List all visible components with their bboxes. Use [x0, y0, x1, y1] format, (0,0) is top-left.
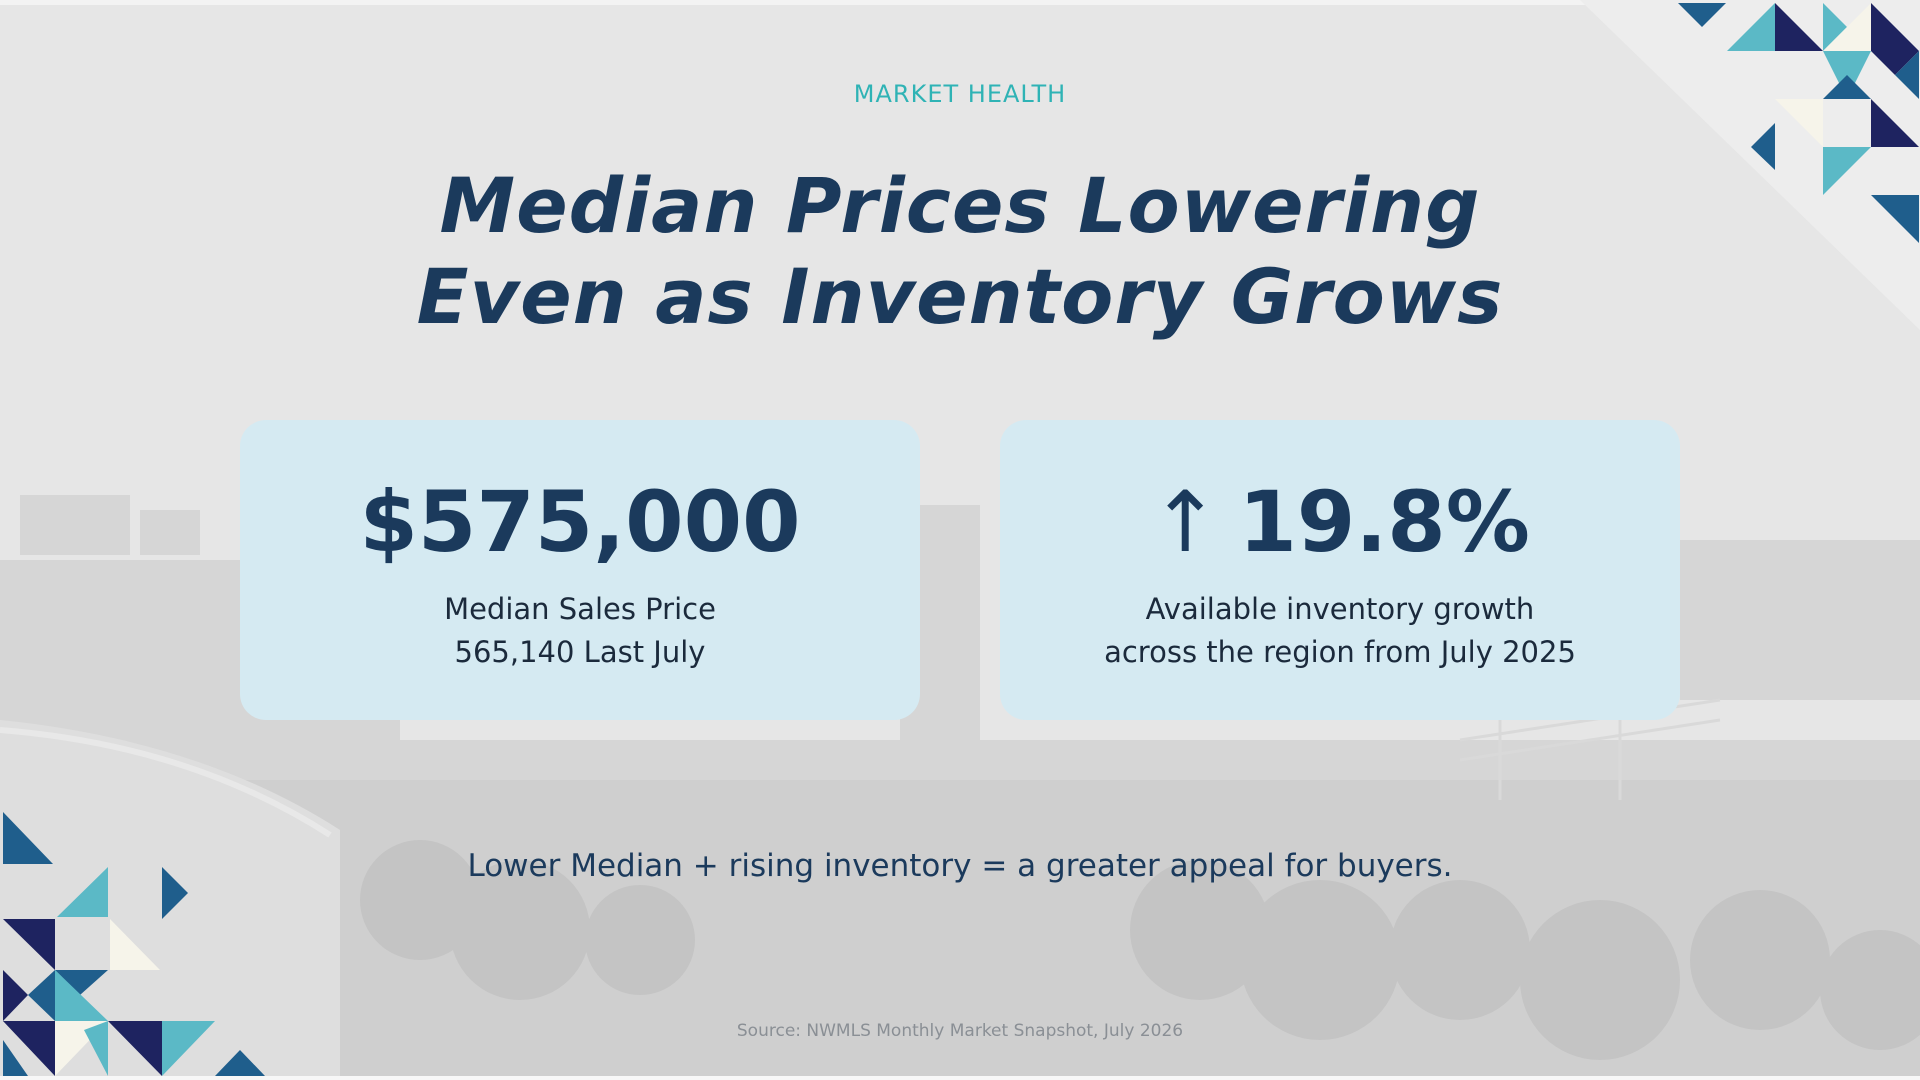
top-right-triangles [1678, 3, 1919, 243]
inventory-desc-line-2: across the region from July 2025 [1104, 635, 1576, 669]
bottom-border [0, 1076, 1920, 1080]
median-price-desc-line-1: Median Sales Price [444, 592, 716, 626]
median-price-value: $575,000 [359, 473, 801, 571]
page-title: Median Prices Lowering Even as Inventory… [260, 160, 1660, 342]
source-citation: Source: NWMLS Monthly Market Snapshot, J… [736, 1021, 1184, 1041]
summary-tagline: Lower Median + rising inventory = a grea… [467, 848, 1453, 884]
up-arrow-icon: ↑ [1150, 473, 1221, 571]
median-price-desc-line-2: 565,140 Last July [454, 635, 706, 669]
inventory-growth-description: Available inventory growth across the re… [1000, 588, 1680, 674]
inventory-growth-value: 19.8% [1238, 473, 1530, 571]
section-eyebrow: MARKET HEALTH [853, 80, 1067, 108]
top-border [0, 0, 1920, 5]
inventory-desc-line-1: Available inventory growth [1145, 592, 1535, 626]
title-line-2: Even as Inventory Grows [416, 252, 1504, 341]
median-price-description: Median Sales Price 565,140 Last July [240, 588, 920, 674]
bottom-left-triangles [3, 812, 265, 1076]
inventory-growth-stat: ↑ 19.8% [1000, 472, 1680, 572]
title-line-1: Median Prices Lowering [439, 161, 1481, 250]
median-price-card: $575,000 Median Sales Price 565,140 Last… [240, 420, 920, 720]
inventory-growth-card: ↑ 19.8% Available inventory growth across… [1000, 420, 1680, 720]
